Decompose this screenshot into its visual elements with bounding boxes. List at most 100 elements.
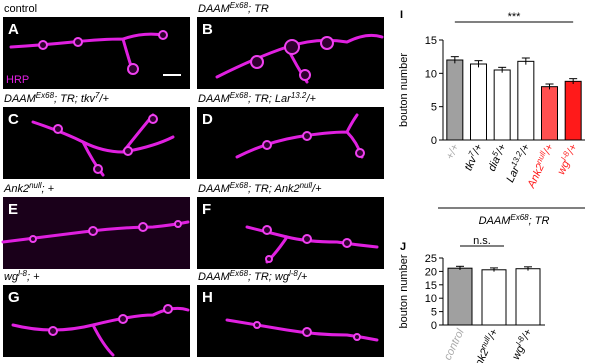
panel-label-sup: Ex68 xyxy=(230,269,249,278)
bar xyxy=(541,86,558,141)
panel-label: wgl-8; + xyxy=(4,269,40,284)
bar xyxy=(493,69,511,141)
panel-letter: I xyxy=(400,9,403,21)
panel-label-part: ; + xyxy=(42,183,55,195)
panel-label-part: /+ xyxy=(311,183,322,195)
x-tick-label-part: control xyxy=(442,327,467,362)
panel-letter: A xyxy=(8,21,19,38)
y-axis-label: bouton number xyxy=(398,53,410,127)
x-tick-label-part: +/+ xyxy=(444,142,462,162)
panel-label-part: /+ xyxy=(297,271,308,283)
micrograph-b xyxy=(197,17,384,89)
error-bar xyxy=(521,57,530,65)
panel-letter: D xyxy=(202,111,213,128)
error-bar xyxy=(490,267,498,272)
micrograph-g xyxy=(3,285,190,357)
panel-label: control xyxy=(4,3,37,15)
panel-label-part: DAAM xyxy=(198,93,231,105)
x-tick-label: wgl-8/+ xyxy=(508,326,535,362)
error-bar xyxy=(498,66,507,73)
panel-label: DAAMEx68; TR; wgl-8/+ xyxy=(198,269,308,284)
panel-label-part: ; TR; Lar xyxy=(248,93,292,105)
panel-label-part: /+ xyxy=(98,93,109,105)
y-tick-label: 10 xyxy=(425,293,437,305)
panel-label-sup: l-8 xyxy=(289,269,298,278)
x-tick-label: wgl-8/+ xyxy=(553,141,580,177)
error-bar xyxy=(474,60,483,68)
x-tick-label-sup: 5 xyxy=(490,149,500,157)
x-tick-label: Ank2null/+ xyxy=(467,326,501,363)
x-tick-label-part: Ank2 xyxy=(525,162,547,191)
x-tick-label-part: wg xyxy=(555,158,572,177)
panel-label-sup: 7 xyxy=(95,91,100,100)
micrograph-f xyxy=(197,197,384,269)
panel-letter: J xyxy=(400,241,406,253)
panel-label-part: DAAM xyxy=(198,3,231,15)
panel-letter: H xyxy=(202,289,213,306)
panel-label-part: ; TR; tkv xyxy=(54,93,96,105)
micrograph-h xyxy=(197,285,384,357)
x-tick-label-sup: 7 xyxy=(466,149,476,157)
panel-label-sup: 13.2 xyxy=(291,91,307,100)
panel-label: DAAMEx68; TR; tkv7/+ xyxy=(4,91,109,106)
y-tick-label: 15 xyxy=(425,280,437,292)
panel-label-part: DAAM xyxy=(198,183,231,195)
panel-label-sup: Ex68 xyxy=(230,1,249,10)
y-tick-label: 25 xyxy=(425,253,437,265)
y-tick-label: 20 xyxy=(425,266,437,278)
panel-label-sup: Ex68 xyxy=(230,181,249,190)
panel-label-part: DAAM xyxy=(198,271,231,283)
panel-label-part: control xyxy=(4,3,37,15)
bar xyxy=(517,60,535,141)
panel-letter: B xyxy=(202,21,213,38)
micrograph-d xyxy=(197,107,384,179)
panel-label-part: ; + xyxy=(27,271,40,283)
error-bar xyxy=(456,265,464,271)
y-tick-label: 15 xyxy=(425,35,437,47)
bar xyxy=(447,267,473,326)
error-bar xyxy=(524,266,532,271)
micrograph-c xyxy=(3,107,190,179)
x-tick-label: control xyxy=(442,327,467,362)
bar xyxy=(515,268,541,326)
panel-label-sup: null xyxy=(300,181,313,190)
panel-label-part: ; TR; wg xyxy=(248,271,290,283)
x-tick-label: +/+ xyxy=(444,142,462,162)
y-tick-label: 10 xyxy=(425,68,437,80)
panel-label-sup: Ex68 xyxy=(36,91,55,100)
x-tick-label-part: wg xyxy=(510,343,527,362)
y-tick-label: 5 xyxy=(431,307,437,319)
panel-label-part: /+ xyxy=(305,93,316,105)
micrograph-a xyxy=(3,17,190,89)
panel-label-part: ; TR; Ank2 xyxy=(248,183,300,195)
y-tick-label: 0 xyxy=(431,320,437,332)
panel-label-part: wg xyxy=(4,271,19,283)
group-label-part: ; TR xyxy=(529,215,550,227)
group-label-sup: Ex68 xyxy=(510,213,529,222)
panel-letter: E xyxy=(8,201,18,218)
panel-label-sup: null xyxy=(29,181,42,190)
y-tick-label: 5 xyxy=(431,102,437,114)
x-tick-label-part: tkv xyxy=(463,153,480,172)
panel-letter: C xyxy=(8,111,19,128)
x-tick-label-part: dia xyxy=(486,155,503,173)
panel-label: Ank2null; + xyxy=(3,181,55,196)
x-tick-label-sup: l-8 xyxy=(514,334,526,346)
bar xyxy=(470,63,487,141)
error-bar xyxy=(545,83,554,90)
x-tick-label-sup: l-8 xyxy=(559,149,571,161)
significance-label: n.s. xyxy=(473,235,491,247)
group-label-part: DAAM xyxy=(479,215,512,227)
bar xyxy=(481,269,507,326)
panel-label-sup: l-8 xyxy=(18,269,27,278)
panel-label: DAAMEx68; TR xyxy=(198,1,269,16)
error-bar xyxy=(569,78,578,84)
panel-label: DAAMEx68; TR; Lar13.2/+ xyxy=(198,91,316,106)
significance-label: *** xyxy=(508,11,522,23)
panel-letter: F xyxy=(202,201,211,218)
micrograph-e xyxy=(1,197,190,269)
panel-letter: G xyxy=(8,289,20,306)
panel-label-part: Ank2 xyxy=(3,183,29,195)
panel-label-sup: Ex68 xyxy=(230,91,249,100)
